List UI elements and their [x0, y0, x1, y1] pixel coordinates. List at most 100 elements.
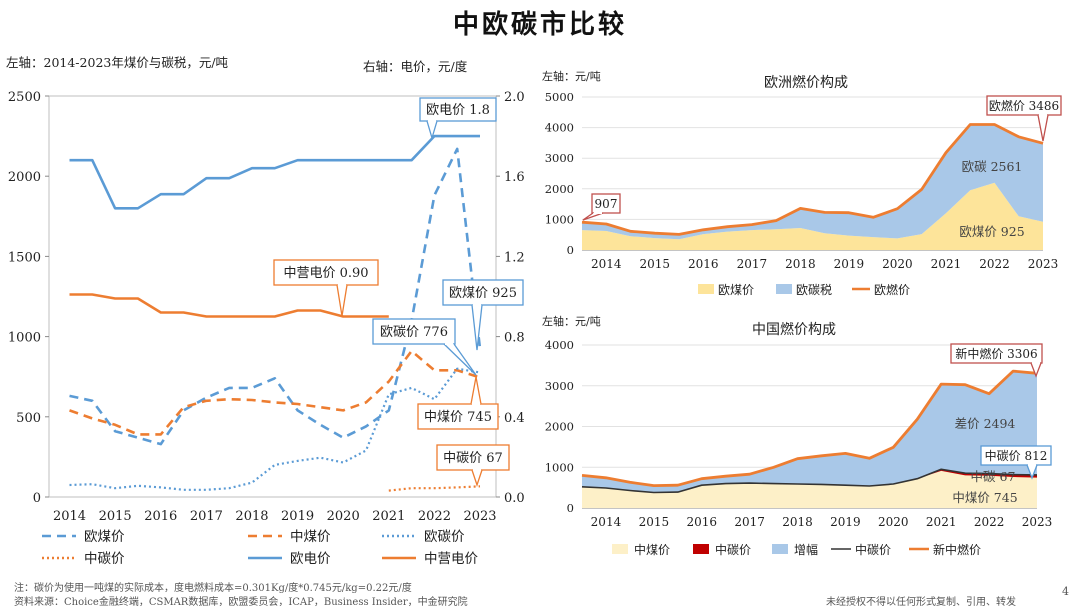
- left-ytick-label: 2000: [8, 170, 41, 185]
- left-xtick: 2018: [235, 509, 268, 524]
- cn-xtick: 2014: [591, 515, 622, 529]
- cn-chart-title: 中国燃价构成: [752, 322, 836, 338]
- legend-label-中营电价: 中营电价: [424, 551, 478, 567]
- cn-label-carbon: 中碳 67: [971, 469, 1016, 484]
- cn-axis-note: 左轴：元/吨: [542, 315, 601, 328]
- cn-xtick: 2015: [639, 515, 670, 529]
- cn-callout-carbon-box: [980, 445, 1052, 466]
- cn-legend-label-3: 中碳价: [855, 542, 891, 557]
- cn-line-新中燃价: [581, 369, 1038, 487]
- eu-xtick: 2019: [834, 257, 865, 271]
- series-line-中营电价: [69, 293, 389, 318]
- cn-xtick: 2021: [926, 515, 957, 529]
- eu-xtick: 2016: [688, 257, 719, 271]
- cn-ytick-label: 0: [567, 501, 574, 515]
- cn-ytick-label: 2000: [545, 420, 574, 434]
- left-xtick: 2020: [327, 509, 360, 524]
- eu-callout-end-text: 欧燃价 3486: [989, 98, 1059, 113]
- cn-chart: 0 1000 2000 3000 4000 2014 2015 2016 2017 2018 201…: [545, 338, 1053, 557]
- callout-cn-coal-price-text: 中煤价 745: [424, 410, 492, 425]
- cn-ytick-label: 1000: [545, 460, 574, 474]
- right-ytick-label: 0.4: [504, 411, 525, 426]
- cn-xtick: 2023: [1022, 515, 1053, 529]
- cn-callout-carbon-text: 中碳价 812: [985, 448, 1048, 463]
- cn-xtick: 2022: [974, 515, 1005, 529]
- callout-eu-power-price-pointer: [426, 120, 438, 141]
- eu-callout-end-box: [986, 95, 1062, 116]
- series-line-欧电价: [69, 134, 480, 210]
- eu-chart: 0 1000 2000 3000 4000 5000 2014 2015 2016 2017 201…: [545, 90, 1059, 297]
- callout-cn-coal-price-pointer: [470, 376, 482, 405]
- cn-callout-new-fuel-box: [950, 343, 1043, 364]
- series-line-欧煤价: [69, 147, 482, 446]
- right-ytick-label: 1.2: [504, 250, 525, 265]
- callout-eu-carbon-price-text: 欧碳价 776: [380, 325, 448, 340]
- left-xtick: 2021: [372, 509, 405, 524]
- left-ytick-label: 2500: [8, 90, 41, 105]
- cn-area-增幅: [582, 371, 1037, 493]
- cn-legend-swatch-1: [693, 544, 709, 554]
- cn-area-中煤价: [582, 470, 1037, 508]
- callout-cn-carbon-price-text: 中碳价 67: [443, 451, 503, 466]
- eu-xtick: 2022: [979, 257, 1010, 271]
- cn-ytick-label: 3000: [545, 379, 574, 393]
- left-xtick: 2014: [53, 509, 86, 524]
- cn-callout-carbon: 中碳价 812: [980, 445, 1052, 480]
- callout-eu-power-price: 欧电价 1.8: [419, 97, 497, 141]
- eu-ytick-label: 3000: [545, 151, 574, 165]
- callout-cn-carbon-price-pointer: [471, 469, 483, 488]
- callout-eu-coal-price-box: [442, 279, 524, 306]
- eu-legend-swatch-0: [698, 284, 714, 294]
- callout-eu-carbon-price-box: [372, 318, 456, 345]
- legend-label-中煤价: 中煤价: [290, 529, 331, 545]
- callout-eu-power-price-text: 欧电价 1.8: [426, 103, 490, 118]
- left-axis-label: 左轴：2014-2023年煤价与碳税，元/吨: [6, 55, 229, 70]
- eu-callout-end: 欧燃价 3486: [986, 95, 1062, 142]
- eu-axis-note: 左轴：元/吨: [542, 70, 601, 83]
- left-ytick-label: 1000: [8, 331, 41, 346]
- cn-legend-label-2: 增幅: [794, 542, 818, 557]
- cn-label-coal: 中煤价 745: [952, 490, 1017, 505]
- legend-label-中碳价: 中碳价: [84, 551, 125, 567]
- eu-callout-start: 907: [582, 193, 621, 221]
- eu-label-carbon: 欧碳 2561: [962, 159, 1023, 174]
- cn-xtick: 2018: [782, 515, 813, 529]
- cn-xtick: 2019: [830, 515, 861, 529]
- eu-ytick-label: 5000: [545, 90, 574, 104]
- left-ytick-label: 1500: [8, 250, 41, 265]
- eu-xtick: 2018: [785, 257, 816, 271]
- cn-callout-new-fuel-text: 新中燃价 3306: [955, 346, 1037, 361]
- cn-legend-label-1: 中碳价: [715, 542, 751, 557]
- eu-xtick: 2017: [737, 257, 768, 271]
- left-xtick: 2022: [418, 509, 451, 524]
- left-ytick-label: 500: [16, 411, 41, 426]
- right-ytick-label: 0.0: [504, 491, 525, 506]
- eu-area-欧煤价: [582, 182, 1043, 250]
- footer-rights: 未经授权不得以任何形式复制、引用、转发: [826, 597, 1016, 608]
- callout-cn-power-price-box: [273, 259, 379, 286]
- eu-ytick-label: 2000: [545, 182, 574, 196]
- cn-callout-carbon-pointer: [1026, 464, 1038, 480]
- left-xtick: 2019: [281, 509, 314, 524]
- eu-xtick: 2020: [882, 257, 913, 271]
- legend-label-欧电价: 欧电价: [290, 551, 331, 567]
- eu-ytick-label: 0: [567, 243, 574, 257]
- cn-legend-label-4: 新中燃价: [933, 542, 981, 557]
- cn-legend-swatch-2: [772, 544, 788, 554]
- eu-area-欧碳税: [582, 124, 1043, 240]
- eu-legend-label-1: 欧碳税: [796, 283, 832, 297]
- right-axis-label: 右轴：电价，元/度: [363, 59, 468, 74]
- footer-source: 资料来源：Choice金融终端，CSMAR数据库，欧盟委员会，ICAP，Busi…: [14, 597, 468, 608]
- callout-eu-coal-price-pointer: [471, 304, 483, 351]
- legend-label-欧碳价: 欧碳价: [424, 529, 465, 545]
- eu-xtick: 2015: [640, 257, 671, 271]
- left-xtick: 2015: [99, 509, 132, 524]
- eu-ytick-label: 1000: [545, 212, 574, 226]
- series-line-中碳价: [388, 485, 481, 492]
- eu-label-coal: 欧煤价 925: [959, 224, 1024, 239]
- page-title: 中欧碳市比较: [452, 10, 627, 40]
- cn-callout-new-fuel: 新中燃价 3306: [950, 343, 1043, 378]
- eu-xtick: 2023: [1028, 257, 1059, 271]
- cn-xtick: 2020: [878, 515, 909, 529]
